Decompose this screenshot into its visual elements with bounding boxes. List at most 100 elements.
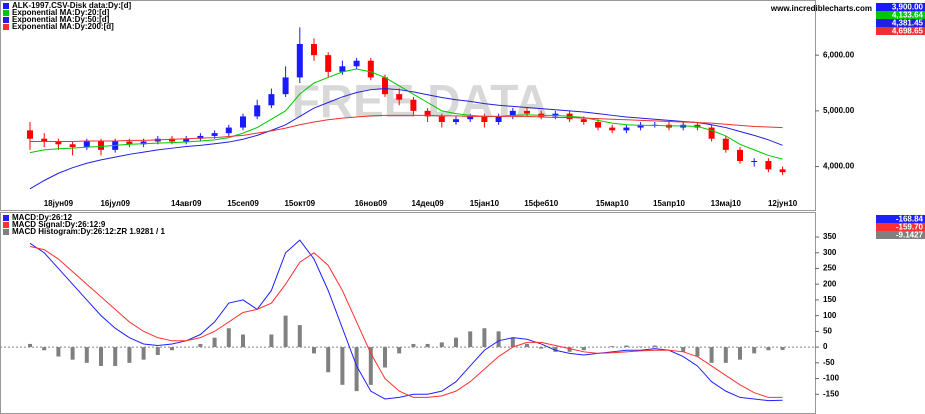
- x-tick-label: 15апр10: [653, 199, 686, 208]
- candle-body: [580, 119, 587, 122]
- legend-label: Exponential MA:Dy:20:[d]: [12, 8, 110, 17]
- macd-panel: [0, 212, 816, 414]
- y-tick-label: 0: [823, 342, 828, 351]
- candle-body: [183, 138, 190, 142]
- candle-body: [424, 110, 431, 117]
- candle-body: [495, 116, 502, 122]
- histogram-bar: [297, 325, 302, 348]
- legend-label: MACD Signal:Dy:26:12:9: [12, 220, 106, 229]
- candle-body: [325, 55, 332, 72]
- candle-body: [169, 138, 175, 142]
- histogram-bar: [397, 347, 402, 354]
- y-tick-label: 200: [823, 279, 837, 288]
- legend-swatch: [3, 17, 9, 23]
- x-tick-label: 15окт09: [284, 199, 315, 208]
- last-value-box: [876, 11, 925, 19]
- histogram-bar: [766, 347, 771, 351]
- candle-body: [765, 161, 772, 170]
- histogram-bar: [212, 337, 217, 348]
- histogram-bar: [269, 334, 274, 348]
- candle-body: [140, 141, 147, 145]
- legend-swatch: [3, 229, 9, 235]
- histogram-bar: [468, 331, 473, 348]
- histogram-bar: [241, 334, 245, 348]
- histogram-bar: [482, 328, 487, 348]
- candle-body: [55, 141, 62, 145]
- histogram-bar: [42, 347, 47, 351]
- y-tick-label: -150: [823, 389, 840, 398]
- candle-body: [41, 138, 48, 142]
- histogram-bar: [610, 346, 615, 348]
- price-panel: [0, 0, 816, 211]
- last-value-label: -9.1427: [896, 231, 924, 240]
- candle-body: [254, 105, 261, 117]
- last-value-box: [876, 231, 925, 239]
- histogram-bar: [170, 347, 174, 351]
- histogram-bar: [226, 328, 231, 348]
- histogram-bar: [723, 347, 728, 363]
- candle-body: [69, 144, 76, 148]
- last-value-box: [876, 19, 925, 27]
- y-tick-label: 50: [823, 326, 832, 335]
- candle-body: [268, 94, 275, 106]
- last-value-box: [876, 27, 925, 35]
- histogram-bar: [368, 347, 373, 385]
- histogram-bar: [198, 343, 203, 348]
- histogram-bar: [283, 315, 288, 348]
- candle-body: [509, 110, 516, 117]
- histogram-bar: [99, 347, 103, 366]
- histogram-bar: [681, 347, 686, 352]
- last-value-label: 3,900.00: [892, 3, 924, 12]
- legend-label: MACD Histogram:Dy:26:12:ZR 1.9281 / 1: [12, 227, 165, 236]
- series-line: [29, 245, 783, 398]
- histogram-bar: [652, 345, 657, 348]
- x-tick-label: 16јул09: [100, 199, 130, 208]
- legend-label: Exponential MA:Dy:50:[d]: [12, 15, 110, 24]
- legend-swatch: [3, 222, 9, 228]
- histogram-bar: [113, 347, 118, 366]
- candle-body: [126, 141, 133, 145]
- histogram-bar: [28, 343, 32, 348]
- x-tick-label: 14авг09: [171, 199, 202, 208]
- series-line: [29, 68, 783, 160]
- candle-body: [595, 122, 601, 128]
- x-tick-label: 15јан10: [470, 199, 500, 208]
- histogram-bar: [695, 347, 700, 357]
- histogram-bar: [425, 343, 430, 348]
- candle-body: [382, 77, 388, 95]
- candle-body: [637, 124, 644, 128]
- legend-swatch: [3, 215, 9, 221]
- candle-body: [197, 135, 204, 139]
- last-value-label: -168.84: [896, 215, 924, 224]
- candle-body: [396, 94, 403, 100]
- candle-body: [27, 130, 33, 139]
- last-value-box: [876, 215, 925, 223]
- y-tick-label: 350: [823, 232, 837, 241]
- candle-body: [708, 127, 715, 139]
- y-tick-label: 6,000.00: [823, 50, 855, 59]
- histogram-bar: [326, 347, 331, 373]
- histogram-bar: [525, 343, 529, 348]
- y-tick-label: -100: [823, 374, 840, 383]
- histogram-bar: [709, 347, 714, 363]
- y-tick-label: 300: [823, 248, 837, 257]
- x-tick-label: 16нов09: [355, 199, 388, 208]
- histogram-bar: [383, 347, 387, 368]
- watermark: FREE DATA: [292, 75, 548, 127]
- histogram-bar: [638, 346, 643, 348]
- last-value-label: 4,698.65: [892, 27, 924, 36]
- candle-body: [481, 116, 488, 122]
- candle-body: [779, 169, 786, 173]
- legend-swatch: [3, 10, 9, 16]
- histogram-bar: [581, 347, 586, 351]
- legend-label: ALK-1997.CSV-Disk data:Dy:[d]: [12, 1, 131, 10]
- last-value-label: -159.70: [896, 223, 924, 232]
- series-line: [29, 88, 783, 190]
- legend-label: Exponential MA:Dy:200:[d]: [12, 22, 114, 31]
- candle-body: [240, 116, 246, 128]
- histogram-bar: [155, 347, 160, 355]
- candle-body: [453, 119, 459, 122]
- candle-body: [751, 161, 758, 162]
- candle-body: [83, 141, 90, 148]
